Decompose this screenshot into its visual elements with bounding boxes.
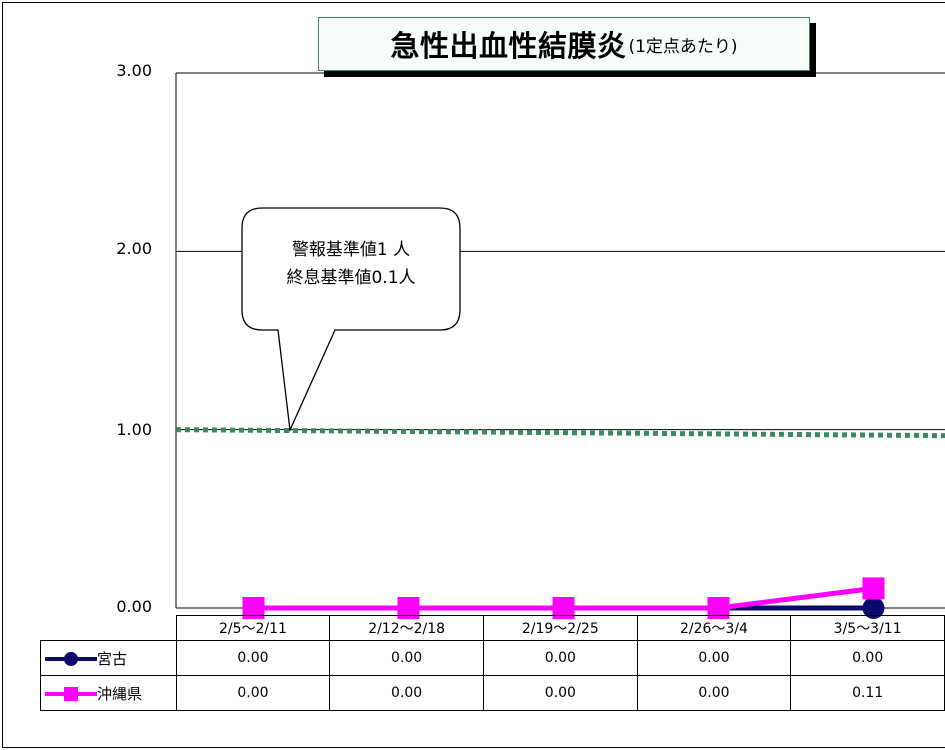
y-tick-label: 3.00 — [116, 61, 152, 80]
legend-marker-circle-icon — [45, 652, 97, 666]
annotation-text: 警報基準値1 人 終息基準値0.1人 — [242, 236, 460, 292]
legend-label: 沖縄県 — [97, 684, 143, 703]
table-cell: 0.00 — [329, 640, 484, 676]
table-cell: 0.00 — [175, 675, 331, 711]
table-cell: 0.00 — [636, 640, 792, 676]
x-tick-label: 2/12～2/18 — [329, 615, 484, 641]
legend-marker-square-icon — [45, 687, 97, 701]
data-point-okinawa — [552, 597, 575, 619]
table-cell: 0.00 — [482, 640, 638, 676]
data-point-okinawa — [397, 597, 420, 619]
y-tick-label: 0.00 — [116, 597, 152, 616]
table-row: 沖縄県 0.00 0.00 0.00 0.00 0.11 — [40, 675, 945, 711]
x-tick-label: 2/26～3/4 — [636, 615, 792, 641]
legend-entry-miyako: 宮古 — [40, 640, 177, 676]
x-tick-label: 2/5～2/11 — [175, 615, 331, 641]
chart-title-sub: (1定点あたり) — [628, 36, 738, 57]
table-header-row: 2/5～2/11 2/12～2/18 2/19～2/25 2/26～3/4 3/… — [40, 615, 945, 641]
chart-title: 急性出血性結膜炎 (1定点あたり) — [318, 17, 810, 71]
table-cell: 0.00 — [329, 675, 484, 711]
annotation-callout — [241, 207, 461, 433]
table-cell: 0.11 — [790, 675, 945, 711]
data-point-okinawa — [242, 597, 265, 619]
table-row: 宮古 0.00 0.00 0.00 0.00 0.00 — [40, 640, 945, 676]
data-table: 2/5～2/11 2/12～2/18 2/19～2/25 2/26～3/4 3/… — [40, 615, 945, 711]
annotation-line-1: 警報基準値1 人 — [291, 240, 411, 260]
table-cell: 0.00 — [790, 640, 945, 676]
legend-entry-okinawa: 沖縄県 — [40, 675, 177, 711]
data-point-okinawa — [862, 577, 885, 600]
legend-label: 宮古 — [97, 649, 128, 668]
data-point-miyako — [862, 597, 885, 619]
y-tick-label: 1.00 — [116, 420, 152, 439]
data-point-okinawa — [707, 597, 730, 619]
table-cell: 0.00 — [175, 640, 331, 676]
table-corner — [40, 615, 177, 641]
x-tick-label: 3/5～3/11 — [790, 615, 945, 641]
threshold-line — [175, 427, 945, 439]
table-cell: 0.00 — [482, 675, 638, 711]
annotation-line-2: 終息基準値0.1人 — [286, 268, 416, 288]
table-cell: 0.00 — [636, 675, 792, 711]
chart-title-main: 急性出血性結膜炎 — [390, 29, 627, 63]
x-tick-label: 2/19～2/25 — [482, 615, 638, 641]
y-tick-label: 2.00 — [116, 239, 152, 258]
